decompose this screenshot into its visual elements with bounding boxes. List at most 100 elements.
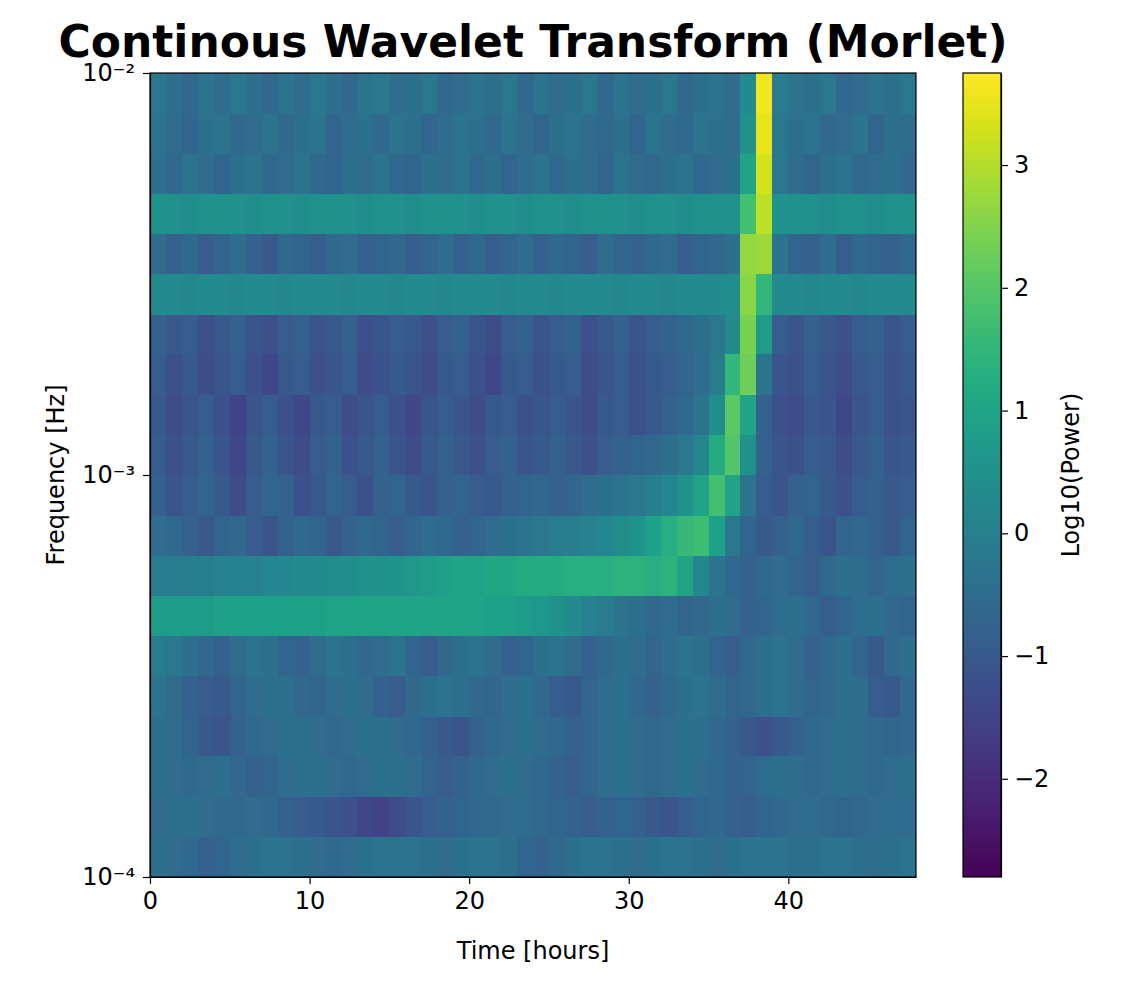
heatmap-cell <box>836 434 853 475</box>
heatmap-cell <box>230 314 247 354</box>
heatmap-cell <box>469 515 486 556</box>
heatmap-cell <box>788 797 805 837</box>
heatmap-cell <box>740 555 757 596</box>
heatmap-cell <box>326 595 343 636</box>
heatmap-cell <box>501 836 518 877</box>
heatmap-cell <box>820 274 837 315</box>
heatmap-cell <box>421 475 438 516</box>
heatmap-cell <box>342 434 359 475</box>
heatmap-cell <box>182 434 199 475</box>
heatmap-cell <box>373 73 390 114</box>
heatmap-cell <box>501 475 518 516</box>
heatmap-cell <box>533 716 550 756</box>
heatmap-cell <box>230 595 247 636</box>
heatmap-cell <box>278 193 295 234</box>
heatmap-cell <box>214 113 231 154</box>
heatmap-cell <box>453 354 470 396</box>
heatmap-cell <box>677 153 694 194</box>
heatmap-cell <box>693 555 710 596</box>
heatmap-cell <box>310 595 327 636</box>
heatmap-cell <box>342 234 359 275</box>
heatmap-cell <box>836 636 853 677</box>
heatmap-cell <box>740 836 757 877</box>
heatmap-cell <box>214 555 231 596</box>
colorbar-axis: −2−10123 <box>1001 74 1049 878</box>
heatmap-cell <box>581 797 598 837</box>
heatmap-cell <box>629 434 646 475</box>
heatmap-cell <box>198 676 215 717</box>
heatmap-cell <box>278 113 295 154</box>
heatmap-cell <box>198 716 215 756</box>
tick-label: 0 <box>143 887 158 915</box>
heatmap-cell <box>469 73 486 114</box>
heatmap-cell <box>485 836 502 877</box>
heatmap-cell <box>230 555 247 596</box>
heatmap-cell <box>373 395 390 435</box>
heatmap-cell <box>772 836 789 877</box>
heatmap-cell <box>772 193 789 234</box>
heatmap-cell <box>278 515 295 556</box>
heatmap-cell <box>581 434 598 475</box>
heatmap-cell <box>772 676 789 717</box>
heatmap-cell <box>342 193 359 234</box>
heatmap-cell <box>820 756 837 798</box>
heatmap-cell <box>262 73 279 114</box>
heatmap-cell <box>693 515 710 556</box>
heatmap-cell <box>357 515 374 556</box>
heatmap-cell <box>533 354 550 396</box>
tick: 0 <box>1001 519 1029 547</box>
tick: 3 <box>1001 151 1029 179</box>
heatmap-cell <box>182 113 199 154</box>
heatmap-cell <box>246 716 263 756</box>
tick-label: 10⁻⁴ <box>82 863 135 891</box>
tick: 40 <box>774 877 805 915</box>
heatmap-cell <box>852 314 869 354</box>
heatmap-cell <box>326 193 343 234</box>
heatmap-cell <box>389 434 406 475</box>
heatmap-cell <box>788 555 805 596</box>
heatmap-cell <box>629 676 646 717</box>
heatmap-cell <box>485 354 502 396</box>
heatmap-cell <box>214 274 231 315</box>
heatmap-cell <box>150 797 167 837</box>
heatmap-cell <box>373 153 390 194</box>
heatmap-cell <box>629 595 646 636</box>
heatmap-cell <box>836 756 853 798</box>
heatmap-cell <box>581 274 598 315</box>
heatmap-cell <box>868 234 885 275</box>
heatmap-cell <box>645 676 662 717</box>
heatmap-cell <box>756 153 773 194</box>
heatmap-cell <box>501 716 518 756</box>
heatmap-cell <box>342 113 359 154</box>
heatmap-cell <box>246 395 263 435</box>
heatmap-cell <box>373 274 390 315</box>
heatmap-cell <box>693 113 710 154</box>
heatmap-cell <box>421 73 438 114</box>
heatmap-cell <box>517 274 534 315</box>
heatmap-cell <box>517 113 534 154</box>
heatmap-cell <box>533 515 550 556</box>
heatmap-cell <box>661 836 678 877</box>
heatmap-cell <box>485 274 502 315</box>
heatmap-cell <box>900 716 916 756</box>
heatmap-cell <box>597 153 614 194</box>
heatmap-cell <box>357 836 374 877</box>
heatmap-cell <box>549 274 566 315</box>
heatmap-cell <box>294 153 311 194</box>
heatmap-cell <box>868 434 885 475</box>
colorbar <box>963 73 1001 877</box>
heatmap-cell <box>756 193 773 234</box>
heatmap-cell <box>884 314 901 354</box>
heatmap-cell <box>485 314 502 354</box>
heatmap-cell <box>182 274 199 315</box>
heatmap-cell <box>166 73 183 114</box>
heatmap-cell <box>501 274 518 315</box>
heatmap-cell <box>677 515 694 556</box>
heatmap-cell <box>373 354 390 396</box>
heatmap-cell <box>740 475 757 516</box>
tick-label: −2 <box>1014 765 1049 793</box>
heatmap-cell <box>629 354 646 396</box>
heatmap-cell <box>437 434 454 475</box>
heatmap-cell <box>549 73 566 114</box>
heatmap-cell <box>756 274 773 315</box>
